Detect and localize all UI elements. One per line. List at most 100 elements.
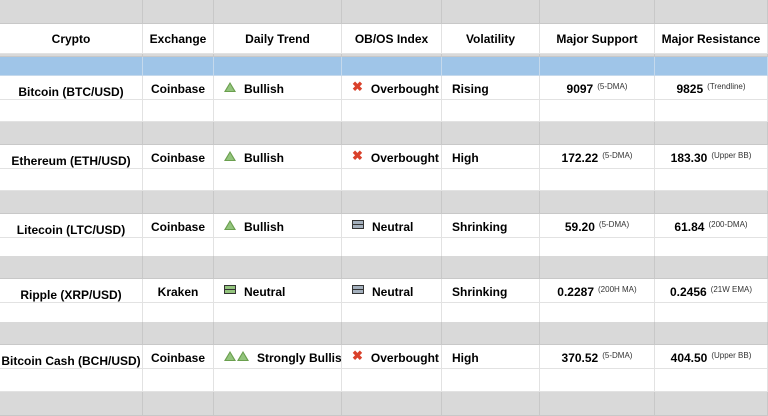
column-header[interactable]: OB/OS Index [342, 24, 442, 54]
cell[interactable] [214, 191, 342, 214]
cell[interactable] [143, 0, 214, 24]
cell[interactable] [540, 100, 655, 122]
exchange-cell[interactable]: Coinbase [143, 345, 214, 369]
cell[interactable] [214, 256, 342, 279]
cell[interactable] [214, 100, 342, 122]
cell[interactable] [0, 256, 143, 279]
cell[interactable] [342, 100, 442, 122]
column-header[interactable]: Daily Trend [214, 24, 342, 54]
support-cell[interactable]: 172.22 (5-DMA) [540, 145, 655, 169]
cell[interactable] [143, 100, 214, 122]
cell[interactable] [442, 0, 540, 24]
column-header[interactable]: Crypto [0, 24, 143, 54]
cell[interactable] [655, 57, 768, 76]
cell[interactable] [143, 122, 214, 145]
cell[interactable] [143, 392, 214, 416]
cell[interactable] [540, 322, 655, 345]
cell[interactable] [0, 392, 143, 416]
cell[interactable] [143, 322, 214, 345]
cell[interactable] [0, 191, 143, 214]
cell[interactable] [0, 54, 143, 57]
cell[interactable] [442, 169, 540, 191]
resistance-cell[interactable]: 183.30 (Upper BB) [655, 145, 768, 169]
crypto-cell[interactable]: Bitcoin Cash (BCH/USD) [0, 345, 143, 369]
cell[interactable] [0, 322, 143, 345]
cell[interactable] [442, 100, 540, 122]
volatility-cell[interactable]: High [442, 345, 540, 369]
support-cell[interactable]: 0.2287 (200H MA) [540, 279, 655, 303]
cell[interactable] [342, 256, 442, 279]
cell[interactable] [342, 392, 442, 416]
cell[interactable] [214, 369, 342, 392]
cell[interactable] [442, 191, 540, 214]
cell[interactable] [0, 100, 143, 122]
exchange-cell[interactable]: Coinbase [143, 214, 214, 238]
column-header[interactable]: Major Support [540, 24, 655, 54]
cell[interactable] [442, 256, 540, 279]
cell[interactable] [655, 122, 768, 145]
volatility-cell[interactable]: High [442, 145, 540, 169]
resistance-cell[interactable]: 404.50 (Upper BB) [655, 345, 768, 369]
cell[interactable] [655, 369, 768, 392]
cell[interactable] [442, 322, 540, 345]
cell[interactable] [143, 169, 214, 191]
obos-cell[interactable]: ✖ Overbought [342, 145, 442, 169]
volatility-cell[interactable]: Shrinking [442, 214, 540, 238]
cell[interactable] [214, 57, 342, 76]
cell[interactable] [540, 169, 655, 191]
cell[interactable] [342, 57, 442, 76]
cell[interactable] [540, 256, 655, 279]
obos-cell[interactable]: ✖ Overbought [342, 345, 442, 369]
exchange-cell[interactable]: Coinbase [143, 145, 214, 169]
support-cell[interactable]: 370.52 (5-DMA) [540, 345, 655, 369]
obos-cell[interactable]: Neutral [342, 279, 442, 303]
cell[interactable] [342, 369, 442, 392]
cell[interactable] [655, 169, 768, 191]
exchange-cell[interactable]: Coinbase [143, 76, 214, 100]
cell[interactable] [655, 322, 768, 345]
cell[interactable] [655, 392, 768, 416]
cell[interactable] [342, 122, 442, 145]
support-cell[interactable]: 9097 (5-DMA) [540, 76, 655, 100]
crypto-cell[interactable]: Ripple (XRP/USD) [0, 279, 143, 303]
cell[interactable] [214, 392, 342, 416]
cell[interactable] [540, 0, 655, 24]
resistance-cell[interactable]: 0.2456 (21W EMA) [655, 279, 768, 303]
obos-cell[interactable]: ✖ Overbought [342, 76, 442, 100]
cell[interactable] [442, 392, 540, 416]
trend-cell[interactable]: Strongly Bullish [214, 345, 342, 369]
cell[interactable] [540, 369, 655, 392]
resistance-cell[interactable]: 9825 (Trendline) [655, 76, 768, 100]
volatility-cell[interactable]: Shrinking [442, 279, 540, 303]
support-cell[interactable]: 59.20 (5-DMA) [540, 214, 655, 238]
cell[interactable] [540, 392, 655, 416]
cell[interactable] [0, 122, 143, 145]
cell[interactable] [540, 57, 655, 76]
cell[interactable] [342, 169, 442, 191]
crypto-cell[interactable]: Ethereum (ETH/USD) [0, 145, 143, 169]
cell[interactable] [143, 256, 214, 279]
cell[interactable] [143, 369, 214, 392]
cell[interactable] [655, 256, 768, 279]
column-header[interactable]: Volatility [442, 24, 540, 54]
cell[interactable] [442, 122, 540, 145]
cell[interactable] [540, 191, 655, 214]
cell[interactable] [342, 0, 442, 24]
trend-cell[interactable]: Bullish [214, 145, 342, 169]
obos-cell[interactable]: Neutral [342, 214, 442, 238]
cell[interactable] [655, 191, 768, 214]
cell[interactable] [655, 100, 768, 122]
cell[interactable] [214, 322, 342, 345]
cell[interactable] [442, 57, 540, 76]
crypto-cell[interactable]: Litecoin (LTC/USD) [0, 214, 143, 238]
cell[interactable] [655, 0, 768, 24]
cell[interactable] [0, 57, 143, 76]
cell[interactable] [540, 122, 655, 145]
exchange-cell[interactable]: Kraken [143, 279, 214, 303]
cell[interactable] [214, 54, 342, 57]
cell[interactable] [214, 169, 342, 191]
cell[interactable] [342, 191, 442, 214]
cell[interactable] [342, 322, 442, 345]
cell[interactable] [442, 369, 540, 392]
cell[interactable] [143, 54, 214, 57]
